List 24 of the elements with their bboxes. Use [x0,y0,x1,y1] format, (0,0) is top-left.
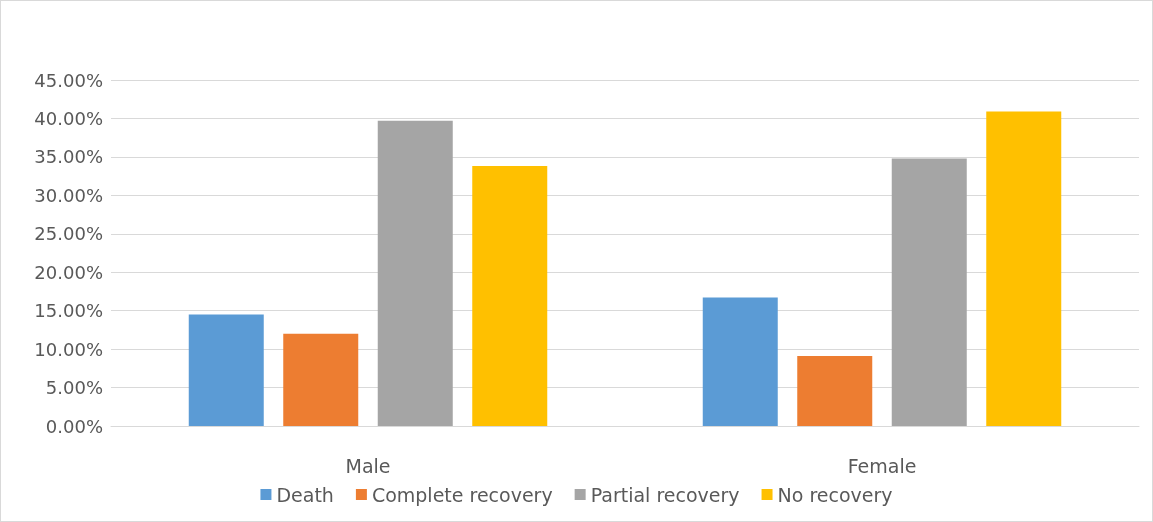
y-tick-label: 25.00% [34,223,103,245]
legend-label: Partial recovery [590,483,740,506]
legend-label: No recovery [777,483,893,506]
legend-label: Complete recovery [371,483,553,506]
bar [891,158,967,426]
y-tick-label: 0.00% [45,415,103,437]
x-tick-label: Male [345,454,391,477]
legend-label: Death [276,483,334,506]
y-tick-label: 20.00% [34,261,103,283]
bar [283,333,359,426]
bar [702,297,778,426]
x-tick-label: Female [847,454,917,477]
y-tick-label: 15.00% [34,300,103,322]
bar [986,111,1062,426]
y-tick-label: 5.00% [45,377,103,399]
bar [188,314,264,426]
bar [377,120,453,426]
y-tick-label: 40.00% [34,107,103,129]
y-tick-label: 10.00% [34,338,103,360]
bar [472,166,548,426]
y-tick-label: 30.00% [34,184,103,206]
bar [797,356,873,426]
y-tick-label: 45.00% [34,69,103,91]
y-tick-label: 35.00% [34,146,103,168]
